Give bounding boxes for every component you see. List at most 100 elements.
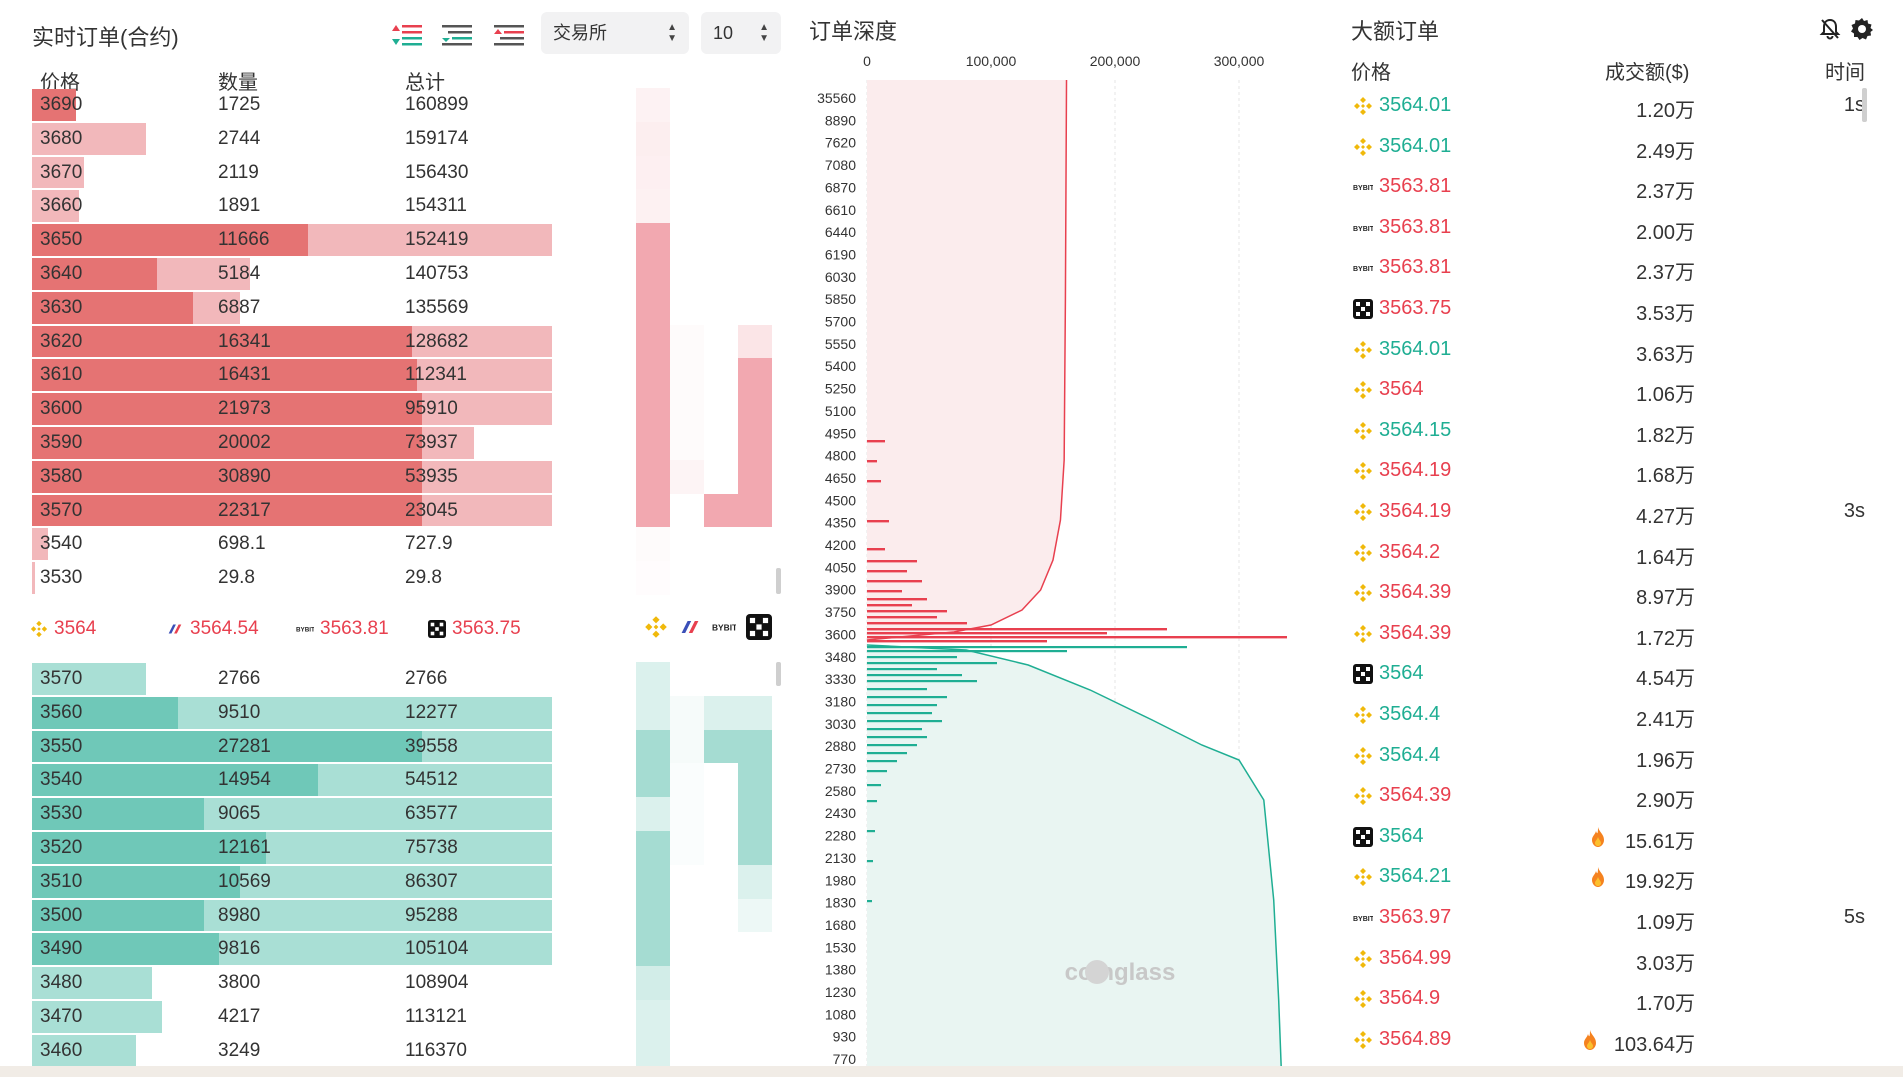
legend-bitmex-icon[interactable] bbox=[678, 615, 702, 644]
bid-total: 54512 bbox=[405, 769, 458, 791]
ask-row[interactable]: 3610 16431 112341 bbox=[32, 358, 552, 392]
ask-row[interactable]: 3570 22317 23045 bbox=[32, 494, 552, 528]
ask-row[interactable]: 3590 20002 73937 bbox=[32, 426, 552, 460]
bid-row[interactable]: 3540 14954 54512 bbox=[32, 763, 552, 797]
bid-row[interactable]: 3570 2766 2766 bbox=[32, 662, 552, 696]
ask-price: 3540 bbox=[40, 533, 83, 555]
view-asks-only-icon[interactable] bbox=[492, 22, 526, 48]
ask-heat-cell bbox=[738, 189, 772, 223]
large-order-row[interactable]: 3564.99 3.03万 bbox=[1353, 939, 1883, 979]
large-order-row[interactable]: 3564.19 1.68万 bbox=[1353, 451, 1883, 491]
bids-scrollbar[interactable] bbox=[776, 662, 781, 686]
legend-binance-icon[interactable] bbox=[644, 615, 668, 644]
ask-row[interactable]: 3650 11666 152419 bbox=[32, 223, 552, 257]
ask-heat-cell bbox=[636, 290, 670, 325]
large-order-row[interactable]: 3563.75 3.53万 bbox=[1353, 289, 1883, 329]
large-order-row[interactable]: 3564.15 1.82万 bbox=[1353, 411, 1883, 451]
ask-qty-bar bbox=[32, 291, 194, 324]
bid-row[interactable]: 3470 4217 113121 bbox=[32, 1000, 552, 1034]
ask-qty-bar bbox=[32, 257, 157, 290]
bid-heat-cell bbox=[738, 763, 772, 798]
depth-y-tick: 2280 bbox=[825, 828, 856, 844]
ask-row[interactable]: 3530 29.8 29.8 bbox=[32, 561, 552, 595]
large-order-row[interactable]: 3564 4.54万 bbox=[1353, 654, 1883, 694]
ask-row[interactable]: 3640 5184 140753 bbox=[32, 257, 552, 291]
large-order-row[interactable]: 3564.01 3.63万 bbox=[1353, 330, 1883, 370]
exchange-select[interactable]: 交易所 ▲ ▼ bbox=[541, 12, 689, 54]
bid-row[interactable]: 3490 9816 105104 bbox=[32, 932, 552, 966]
ask-heat-cell bbox=[704, 189, 738, 223]
bid-total-bar bbox=[32, 967, 152, 999]
large-order-row[interactable]: 3564.39 1.72万 bbox=[1353, 614, 1883, 654]
ask-heat-cell bbox=[704, 426, 738, 460]
large-order-row[interactable]: 3564.89 103.64万 bbox=[1353, 1020, 1883, 1060]
bid-row[interactable]: 3460 3249 116370 bbox=[32, 1034, 552, 1068]
large-order-row[interactable]: 3564.39 8.97万 bbox=[1353, 573, 1883, 613]
ask-row[interactable]: 3630 6887 135569 bbox=[32, 291, 552, 325]
bid-row[interactable]: 3530 9065 63577 bbox=[32, 797, 552, 831]
bid-level-bar bbox=[867, 662, 997, 665]
ask-level-bar bbox=[867, 640, 1047, 643]
bid-level-bar bbox=[867, 760, 897, 763]
bid-depth-line bbox=[866, 644, 1282, 1066]
ask-heat-cell bbox=[670, 257, 704, 291]
asks-scrollbar[interactable] bbox=[776, 568, 781, 594]
large-order-row[interactable]: 3564.9 1.70万 bbox=[1353, 979, 1883, 1019]
bid-heat-cell bbox=[704, 1034, 738, 1068]
ask-row[interactable]: 3600 21973 95910 bbox=[32, 392, 552, 426]
large-order-row[interactable]: 3564.2 1.64万 bbox=[1353, 533, 1883, 573]
depth-chart[interactable]: 0 100,000 200,000 300,000 35560 8890 7620 7080 6… bbox=[795, 0, 1335, 1066]
large-order-row[interactable]: 3564 15.61万 bbox=[1353, 817, 1883, 857]
large-order-price: 3563.81 bbox=[1379, 215, 1452, 238]
large-order-row[interactable]: BYBIT 3563.81 2.00万 bbox=[1353, 208, 1883, 248]
depth-y-tick: 3330 bbox=[825, 671, 856, 687]
large-order-row[interactable]: 3564.19 4.27万 3s bbox=[1353, 492, 1883, 532]
large-order-row[interactable]: 3564.21 19.92万 bbox=[1353, 857, 1883, 897]
mute-bell-icon[interactable] bbox=[1819, 18, 1841, 40]
settings-gear-icon[interactable] bbox=[1850, 17, 1874, 41]
bid-row[interactable]: 3480 3800 108904 bbox=[32, 966, 552, 1000]
ask-heat-cell bbox=[704, 561, 738, 595]
binance-icon bbox=[1354, 868, 1372, 887]
ask-row[interactable]: 3690 1725 160899 bbox=[32, 88, 552, 122]
ask-row[interactable]: 3540 698.1 727.9 bbox=[32, 527, 552, 561]
ask-row[interactable]: 3620 16341 128682 bbox=[32, 325, 552, 359]
large-order-row[interactable]: 3564.01 2.49万 bbox=[1353, 127, 1883, 167]
ask-heat-cell bbox=[738, 257, 772, 291]
view-bids-only-icon[interactable] bbox=[440, 22, 474, 48]
bid-heat-row bbox=[636, 932, 772, 967]
large-order-price: 3564.39 bbox=[1379, 581, 1452, 604]
view-both-sides-icon[interactable] bbox=[390, 22, 424, 48]
legend-okx-icon[interactable] bbox=[746, 614, 772, 645]
ask-heat-cell bbox=[670, 392, 704, 426]
ask-row[interactable]: 3680 2744 159174 bbox=[32, 122, 552, 156]
bid-row[interactable]: 3510 10569 86307 bbox=[32, 865, 552, 899]
large-orders-scrollbar[interactable] bbox=[1862, 88, 1867, 122]
fire-icon bbox=[1592, 867, 1604, 888]
ask-price: 3590 bbox=[40, 431, 83, 453]
depth-y-tick: 7080 bbox=[825, 157, 856, 173]
large-order-row[interactable]: 3564 1.06万 bbox=[1353, 370, 1883, 410]
ask-row[interactable]: 3580 30890 53935 bbox=[32, 460, 552, 494]
legend-bybit-icon[interactable]: BYBIT bbox=[712, 615, 738, 644]
large-order-row[interactable]: 3564.4 1.96万 bbox=[1353, 736, 1883, 776]
bid-qty-bar bbox=[32, 899, 204, 932]
bid-row[interactable]: 3500 8980 95288 bbox=[32, 899, 552, 933]
depth-select[interactable]: 10 ▲ ▼ bbox=[701, 12, 781, 54]
ask-row[interactable]: 3660 1891 154311 bbox=[32, 189, 552, 223]
bid-row[interactable]: 3520 12161 75738 bbox=[32, 831, 552, 865]
large-order-row[interactable]: 3564.39 2.90万 bbox=[1353, 776, 1883, 816]
large-order-row[interactable]: 3564.4 2.41万 bbox=[1353, 695, 1883, 735]
binance-icon bbox=[1354, 543, 1372, 562]
large-order-row[interactable]: BYBIT 3563.97 1.09万 5s bbox=[1353, 898, 1883, 938]
ask-level-bar bbox=[867, 636, 1287, 639]
large-order-row[interactable]: 3564.01 1.20万 1s bbox=[1353, 86, 1883, 126]
bid-row[interactable]: 3550 27281 39558 bbox=[32, 730, 552, 764]
ask-level-bar bbox=[867, 610, 947, 613]
large-order-row[interactable]: BYBIT 3563.81 2.37万 bbox=[1353, 248, 1883, 288]
mid-price-value: 3563.81 bbox=[320, 618, 389, 639]
ask-row[interactable]: 3670 2119 156430 bbox=[32, 156, 552, 190]
bid-price: 3530 bbox=[40, 803, 83, 825]
large-order-row[interactable]: BYBIT 3563.81 2.37万 bbox=[1353, 167, 1883, 207]
bid-row[interactable]: 3560 9510 12277 bbox=[32, 696, 552, 730]
